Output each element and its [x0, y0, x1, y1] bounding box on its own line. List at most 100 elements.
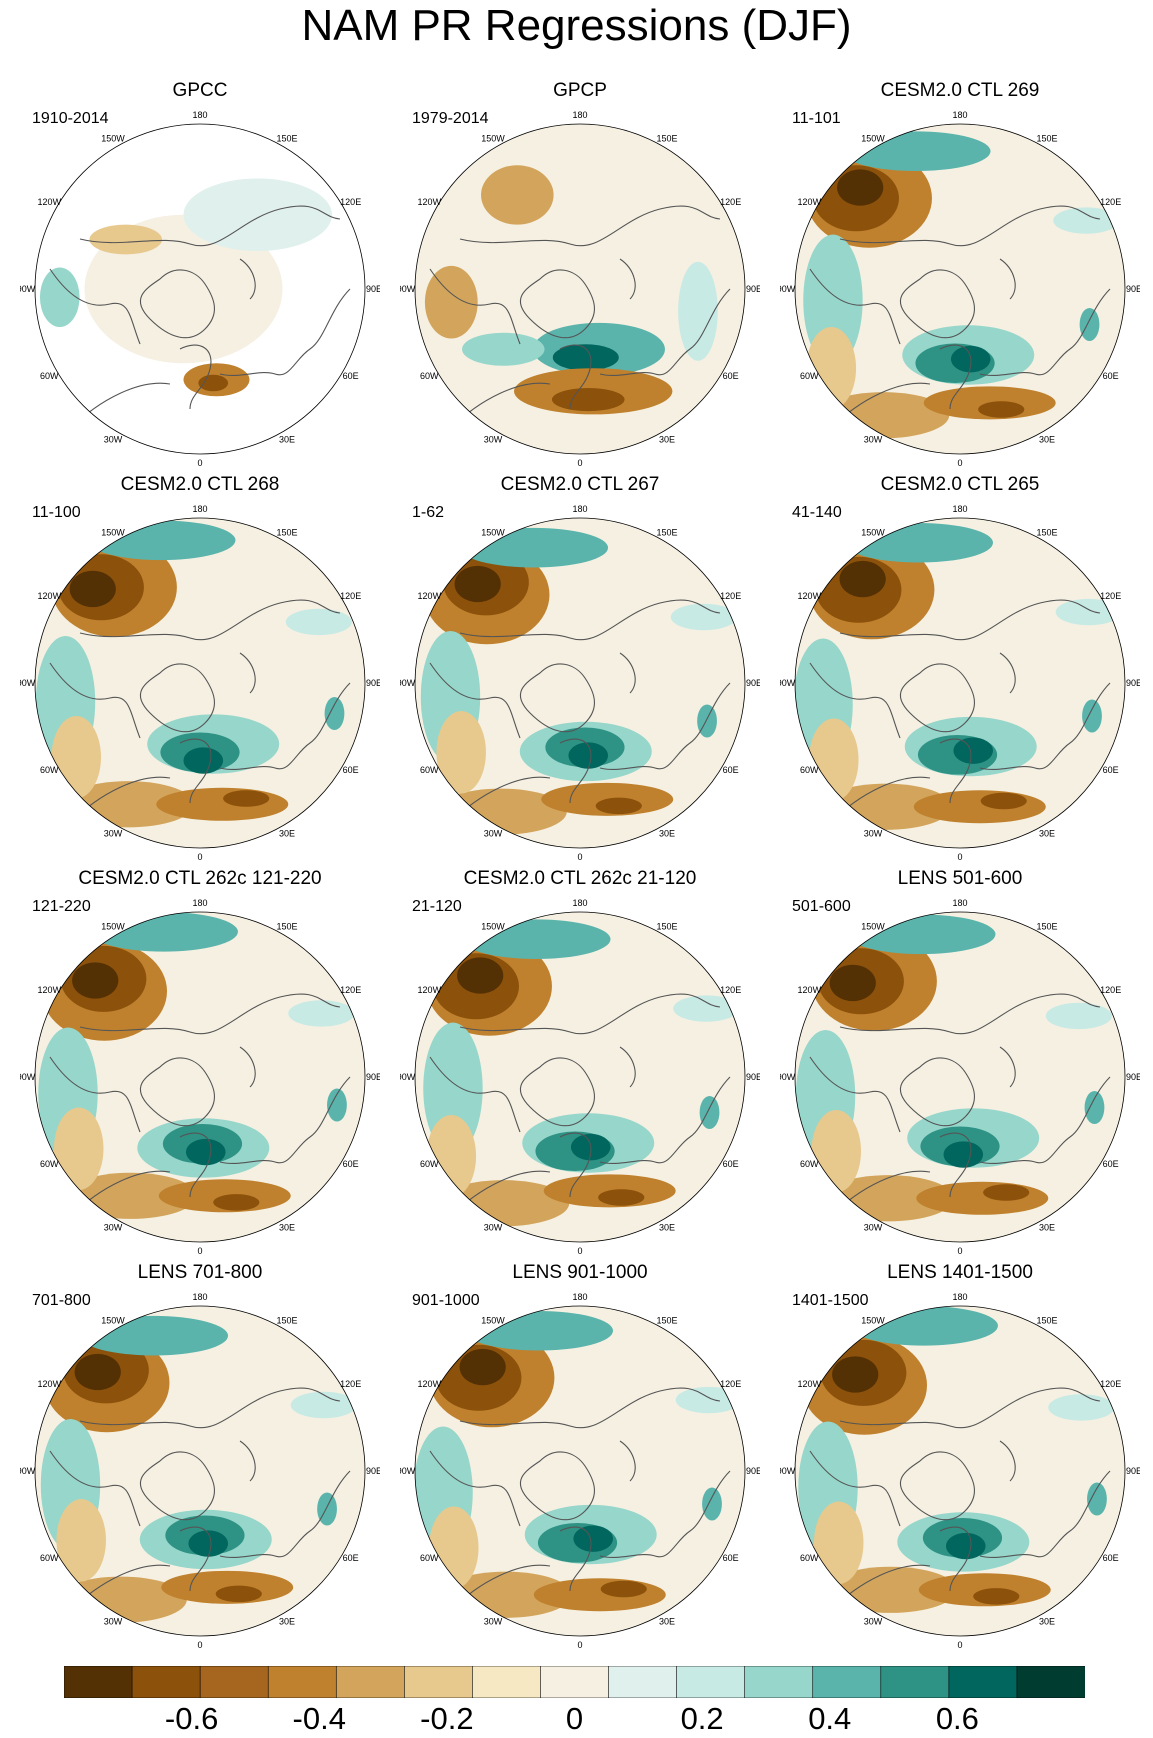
longitude-label: 0	[957, 458, 962, 468]
longitude-label: 30E	[279, 1617, 295, 1627]
map-panel: CESM2.0 CTL 269 180 150E 120E 90E 60E 30E 0 30W 6…	[780, 80, 1140, 470]
precip-anomaly-blob	[973, 1588, 1020, 1605]
longitude-label: 60W	[420, 1553, 439, 1563]
longitude-label: 60E	[1103, 765, 1119, 775]
longitude-label: 120W	[798, 1379, 822, 1389]
precip-anomaly-blob	[459, 1348, 506, 1386]
longitude-label: 150E	[656, 527, 677, 537]
longitude-label: 90E	[1126, 1072, 1140, 1082]
longitude-label: 180	[572, 110, 587, 120]
longitude-label: 30W	[864, 1617, 883, 1627]
precip-anomaly-blob	[1055, 598, 1122, 626]
longitude-label: 120E	[1100, 1379, 1121, 1389]
longitude-label: 30E	[1039, 829, 1055, 839]
longitude-label: 150W	[861, 133, 885, 143]
precip-anomaly-blob	[74, 1353, 121, 1391]
precip-anomaly-blob	[185, 1138, 226, 1166]
longitude-label: 150W	[861, 921, 885, 931]
precip-anomaly-blob	[573, 1525, 613, 1552]
precip-anomaly-blob	[980, 792, 1027, 810]
longitude-label: 60W	[40, 1159, 59, 1169]
panel-title: LENS 501-600	[897, 868, 1023, 889]
map-panel: LENS 901-1000 180 150E 120E 90E 60E 30E 0 30W 60W…	[400, 1262, 760, 1652]
longitude-label: 30E	[1039, 1223, 1055, 1233]
map-boundary	[414, 1305, 746, 1637]
longitude-label: 120W	[798, 591, 822, 601]
longitude-label: 90W	[20, 1072, 36, 1082]
precip-anomaly-blob	[1045, 1002, 1112, 1030]
precip-anomaly-blob	[198, 374, 229, 392]
longitude-label: 0	[957, 1246, 962, 1256]
longitude-label: 180	[192, 1292, 207, 1302]
panel-period: 11-101	[792, 110, 841, 127]
precip-anomaly-blob	[983, 1184, 1030, 1201]
colorbar-tick-label: -0.6	[164, 1701, 219, 1736]
polar-map: 180 150E 120E 90E 60E 30E 0 30W 60W 90W 120W 150W	[780, 504, 1140, 862]
longitude-label: 150E	[656, 133, 677, 143]
longitude-label: 120E	[720, 591, 741, 601]
precip-anomaly-blob	[675, 1386, 742, 1414]
precip-anomaly-blob	[457, 957, 504, 994]
map-boundary	[34, 517, 366, 849]
longitude-label: 30E	[279, 1223, 295, 1233]
longitude-label: 90W	[780, 284, 796, 294]
map-panel: CESM2.0 CTL 262c 21-120 180 150E 120E 90E 60E…	[400, 868, 760, 1258]
longitude-label: 90E	[366, 284, 380, 294]
panel-title: LENS 701-800	[137, 1262, 263, 1283]
panel-title: LENS 901-1000	[512, 1262, 648, 1283]
precip-anomaly-blob	[811, 1110, 861, 1193]
longitude-label: 60E	[343, 1553, 359, 1563]
polar-map: 180 150E 120E 90E 60E 30E 0 30W 60W 90W 120W 150W	[400, 1292, 760, 1650]
longitude-label: 30W	[484, 1223, 503, 1233]
longitude-label: 120E	[720, 197, 741, 207]
longitude-label: 60E	[343, 1159, 359, 1169]
longitude-label: 90W	[20, 284, 36, 294]
longitude-label: 60W	[40, 1553, 59, 1563]
longitude-label: 30E	[1039, 1617, 1055, 1627]
longitude-label: 150E	[656, 921, 677, 931]
longitude-label: 90W	[20, 1466, 36, 1476]
polar-map: 180 150E 120E 90E 60E 30E 0 30W 60W 90W 120W 150W	[400, 504, 760, 862]
precip-anomaly-blob	[454, 565, 501, 603]
longitude-label: 60W	[800, 371, 819, 381]
map-panel: CESM2.0 CTL 268 180 150E 120E 90E 60E 30E 0 30W 6…	[20, 474, 380, 864]
precip-anomaly-blob	[953, 737, 993, 764]
map-panel: LENS 1401-1500 180 150E 120E 90E 60E 30E 0 30W 60…	[780, 1262, 1140, 1652]
precip-anomaly-blob	[436, 711, 486, 794]
precip-anomaly-blob	[288, 1000, 355, 1027]
map-panel: LENS 501-600 180 150E 120E 90E 60E 30E 0 30W 60W 9…	[780, 868, 1140, 1258]
colorbar-swatch	[335, 1665, 406, 1699]
longitude-label: 150W	[861, 1315, 885, 1325]
longitude-label: 60E	[723, 1553, 739, 1563]
precip-anomaly-blob	[183, 178, 332, 252]
panel-period: 1401-1500	[792, 1292, 869, 1309]
precip-anomaly-blob	[813, 1501, 864, 1585]
longitude-label: 30W	[484, 1617, 503, 1627]
polar-map: 180 150E 120E 90E 60E 30E 0 30W 60W 90W 120W 150W	[780, 898, 1140, 1256]
polar-map: 180 150E 120E 90E 60E 30E 0 30W 60W 90W 120W 150W	[780, 110, 1140, 468]
longitude-label: 120W	[38, 197, 62, 207]
panel-title: CESM2.0 CTL 269	[880, 80, 1040, 101]
longitude-label: 120W	[418, 197, 442, 207]
precip-anomaly-blob	[916, 1181, 1049, 1215]
colorbar-tick-label: 0	[565, 1701, 584, 1736]
longitude-label: 90E	[746, 284, 760, 294]
longitude-label: 60W	[420, 765, 439, 775]
panel-period: 1-62	[412, 504, 445, 521]
polar-map: 180 150E 120E 90E 60E 30E 0 30W 60W 90W 120W 150W	[20, 1292, 380, 1650]
precip-anomaly-blob	[290, 1391, 357, 1419]
precip-anomaly-blob	[89, 224, 163, 255]
polar-map: 180 150E 120E 90E 60E 30E 0 30W 60W 90W 120W 150W	[780, 1292, 1140, 1650]
longitude-label: 180	[952, 504, 967, 514]
longitude-label: 150W	[481, 1315, 505, 1325]
precip-anomaly-blob	[702, 1487, 722, 1521]
precip-anomaly-blob	[1048, 1394, 1115, 1421]
longitude-label: 60E	[1103, 371, 1119, 381]
longitude-label: 60E	[1103, 1159, 1119, 1169]
precip-anomaly-blob	[89, 912, 238, 952]
precip-anomaly-blob	[72, 962, 119, 999]
precip-anomaly-blob	[53, 1107, 104, 1191]
precip-anomaly-blob	[945, 1532, 986, 1560]
colorbar-swatch	[880, 1665, 950, 1699]
longitude-label: 30E	[659, 435, 675, 445]
